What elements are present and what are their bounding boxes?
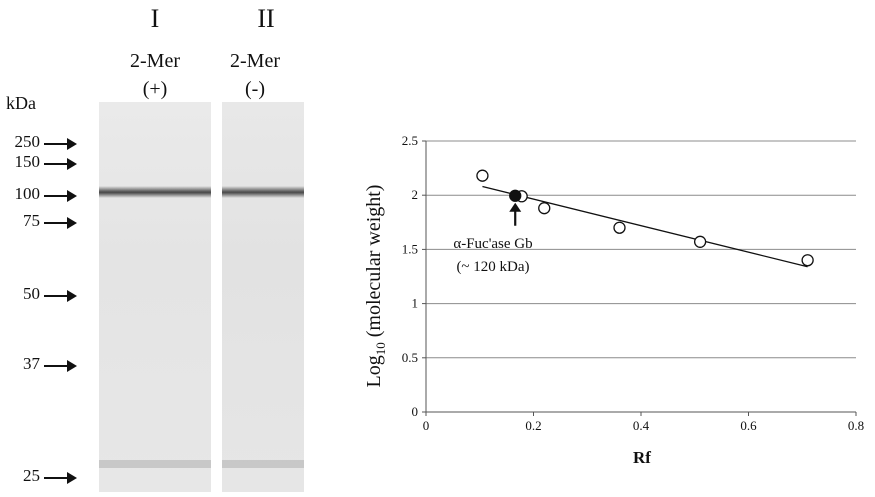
annotation-line-2: (~ 120 kDa) [456,259,529,275]
y-tick-label: 1.5 [402,241,418,256]
marker-label-50: 50 [23,284,40,303]
marker-arrow-150 [44,158,77,170]
trendline [482,185,808,268]
gel-band-lane-1 [99,186,211,198]
annotation-layer: α-Fuc'ase Gb (~ 120 kDa) [453,236,532,275]
x-tick-label: 0.4 [633,418,650,433]
lane-2-reagent: 2-Mer [230,50,280,72]
x-tick-label: 0 [423,418,430,433]
y-tick-label: 2.5 [402,133,418,148]
target-point [509,189,522,202]
y-tick-label: 0 [412,404,419,419]
lane-1-reagent: 2-Mer [130,50,180,72]
y-axis-title: Log10 (molecular weight) [363,185,388,388]
annotation-arrow-head [509,202,522,212]
x-tick-label: 0.2 [525,418,541,433]
marker-arrow-25 [44,472,77,484]
lane-2-roman: II [257,4,275,33]
gel-faint-band-lane-1 [99,460,211,468]
marker-label-250: 250 [14,132,41,151]
kda-label: kDa [6,93,36,113]
marker-arrow-250 [44,138,77,150]
y-tick-label: 1 [412,296,419,311]
point-layer [476,169,814,267]
marker-label-75: 75 [23,211,40,230]
trendline-layer [482,185,808,268]
gel-faint-band-lane-2 [222,460,304,468]
marker-label-100: 100 [14,184,41,203]
standard-point [538,202,551,215]
axis-layer: 0 0.5 1 1.5 2 2.5 0 0.2 0.4 0.6 0.8 [402,133,864,433]
gel-lane-1 [99,102,211,492]
gel-lane-2 [222,102,304,492]
grid-layer [426,140,856,359]
lane-2-sign: (-) [245,78,265,100]
standard-point [476,169,489,182]
x-tick-label: 0.8 [848,418,864,433]
marker-arrow-37 [44,360,77,372]
standard-point [613,221,626,234]
gel-band-lane-2 [222,186,304,198]
x-axis-title: Rf [633,448,651,467]
x-tick-label: 0.6 [740,418,757,433]
standard-point [693,235,707,248]
y-tick-label: 2 [412,187,419,202]
gel-panel: I II 2-Mer (+) 2-Mer (-) kDa 250 150 100… [0,0,330,492]
calibration-plot: 0 0.5 1 1.5 2 2.5 0 0.2 0.4 0.6 0.8 α-Fuc'ase Gb (… [340,120,875,492]
lane-1-sign: (+) [142,78,168,100]
lane-1-roman: I [150,4,160,33]
annotation-line-1: α-Fuc'ase Gb [453,236,532,252]
marker-label-25: 25 [23,466,40,485]
plot-svg: 0 0.5 1 1.5 2 2.5 0 0.2 0.4 0.6 0.8 α-Fuc'ase Gb (… [363,133,864,467]
marker-label-37: 37 [23,354,40,373]
marker-label-150: 150 [14,152,41,171]
standard-point [801,254,814,267]
marker-arrow-100 [44,190,77,202]
marker-arrow-50 [44,290,77,302]
y-tick-label: 0.5 [402,350,418,365]
marker-arrow-75 [44,217,77,229]
